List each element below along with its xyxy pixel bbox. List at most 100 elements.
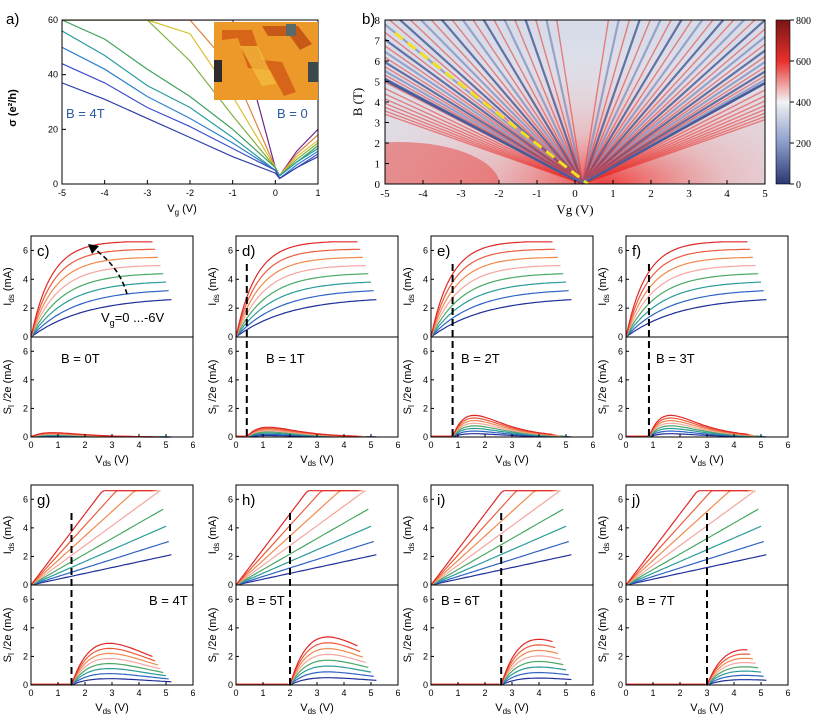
xlabel-part: V	[690, 454, 698, 466]
ylabel-part: I	[597, 551, 609, 554]
ylabel-unit: (mA)	[597, 267, 609, 294]
fan-ray	[582, 89, 765, 184]
x-tick-label: 1	[315, 188, 320, 198]
label-b-0: B = 0	[277, 106, 308, 121]
noise-curve	[626, 414, 748, 437]
x-tick-label: 1	[650, 688, 655, 698]
gate-arrow	[92, 247, 128, 295]
x-tick-label: 6	[190, 688, 195, 698]
x-tick-label: 1	[455, 688, 460, 698]
xlabel-unit: (V)	[511, 454, 529, 466]
y-tick-label: 2	[228, 551, 233, 561]
x-tick-label: 3	[109, 688, 114, 698]
iv-curves	[30, 241, 172, 438]
ylabel-sub: ds	[212, 543, 221, 551]
fan-ray	[581, 20, 610, 184]
x-tick-label: 3	[509, 440, 514, 450]
x-tick-label: 3	[509, 688, 514, 698]
panel-b-ticks: -5 -4 -3 -2 -1 0 1 2 3 4 5 0 1 2 3 4 5 6 7 8	[375, 15, 769, 200]
x-tick-label: 4	[341, 688, 346, 698]
y-tick-label: 0	[23, 432, 28, 442]
ids-curve	[235, 540, 374, 586]
panel-b-ylabel: B (T)	[350, 88, 365, 117]
xlabel-sub: ds	[103, 707, 111, 716]
fan-ray	[582, 70, 765, 184]
ylabel-unit: (mA)	[597, 516, 609, 543]
y-tick-label: 6	[618, 594, 623, 604]
y-tick-label: 4	[618, 623, 623, 633]
fan-ray	[582, 43, 765, 184]
fan-ray	[385, 78, 584, 184]
x-tick-label: -3	[143, 188, 151, 198]
y-tick-label: 2	[375, 138, 381, 150]
ylabel-part: I	[2, 551, 14, 554]
ylabel-part: I	[402, 551, 414, 554]
x-tick-label: 5	[368, 440, 373, 450]
noise-ylabel: SI /2e (mA)	[402, 360, 416, 415]
panel-a-label: a)	[6, 11, 19, 28]
y-tick-label: 2	[23, 303, 28, 313]
iv-curves	[235, 490, 377, 686]
ylabel-part: I	[402, 303, 414, 306]
y-tick-label: 6	[23, 245, 28, 255]
vds-xlabel: Vds (V)	[300, 702, 334, 716]
noise-ylabel: SI /2e (mA)	[597, 608, 611, 663]
y-tick-label: 4	[228, 523, 233, 533]
x-tick-label: -2	[186, 188, 194, 198]
ids-curve	[30, 554, 172, 586]
fan-ray	[581, 20, 725, 184]
y-tick-label: 0	[228, 580, 233, 590]
x-tick-label: 6	[590, 440, 595, 450]
x-tick-label: 0	[572, 188, 578, 200]
ylabel-sub: ds	[7, 294, 16, 302]
y-tick-label: 6	[228, 245, 233, 255]
x-tick-label: 3	[686, 188, 692, 200]
ylabel-sub: ds	[602, 294, 611, 302]
fan-ray	[524, 20, 584, 184]
ids-curve	[235, 273, 369, 338]
yellow-dashed-line	[394, 31, 589, 184]
x-tick-label: -5	[380, 188, 390, 200]
ids-axes	[430, 484, 594, 586]
ylabel-sub: I	[7, 653, 16, 655]
x-tick-label: 0	[623, 688, 628, 698]
fan-ray	[430, 20, 584, 184]
vds-xlabel: Vds (V)	[95, 702, 129, 716]
fan-ray	[581, 20, 765, 184]
ids-curve	[625, 264, 756, 338]
y-tick-label: 0	[23, 580, 28, 590]
y-tick-label: 6	[23, 346, 28, 356]
panel-a-ylabel: σ (e²/h)	[7, 89, 19, 127]
fan-ray	[482, 20, 584, 184]
noise-curve	[236, 426, 358, 437]
y-tick-label: 4	[375, 97, 381, 109]
ids-ylabel: Ids (mA)	[597, 267, 611, 305]
ylabel-unit: (mA)	[207, 267, 219, 294]
noise-curve	[431, 666, 567, 686]
noise-axes	[30, 336, 194, 438]
iv-curves	[625, 241, 767, 438]
fan-ray	[581, 20, 662, 184]
x-tick-label: 5	[163, 688, 168, 698]
y-tick-label: 2	[423, 551, 428, 561]
x-tick-label: 0	[273, 188, 278, 198]
ylabel-unit: /2e (mA)	[207, 360, 219, 405]
ids-curve	[235, 490, 358, 586]
y-tick-label: 4	[23, 274, 28, 284]
ids-curve	[430, 490, 553, 586]
ylabel-sub: I	[602, 405, 611, 407]
panel-b-label: b)	[362, 11, 375, 28]
y-tick-label: 20	[48, 124, 58, 134]
ids-curve	[30, 248, 156, 338]
y-tick-label: 40	[48, 70, 58, 80]
x-tick-label: 2	[677, 440, 682, 450]
fan-ray	[385, 50, 584, 184]
y-tick-label: 6	[228, 494, 233, 504]
ids-axes	[235, 484, 399, 586]
y-tick-label: 2	[423, 403, 428, 413]
y-tick-label: 2	[228, 303, 233, 313]
